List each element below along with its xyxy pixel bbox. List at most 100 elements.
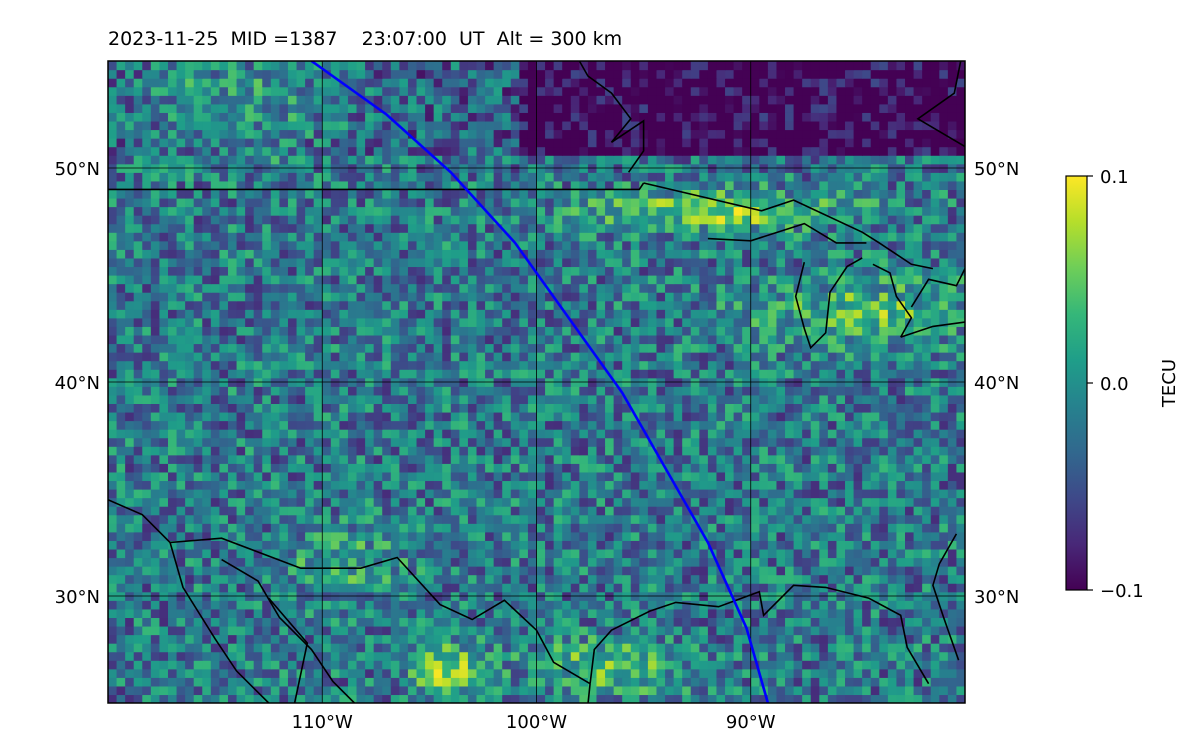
heatmap-cell — [802, 506, 812, 516]
heatmap-cell — [699, 668, 709, 678]
heatmap-cell — [956, 489, 965, 499]
heatmap-cell — [373, 309, 383, 319]
heatmap-cell — [133, 360, 143, 370]
heatmap-cell — [725, 326, 735, 336]
heatmap-cell — [330, 600, 340, 610]
heatmap-cell — [896, 617, 906, 627]
heatmap-cell — [459, 386, 469, 396]
heatmap-cell — [356, 275, 366, 285]
heatmap-cell — [742, 583, 752, 593]
heatmap-cell — [819, 651, 829, 661]
heatmap-cell — [219, 480, 229, 490]
heatmap-cell — [296, 566, 306, 576]
heatmap-cell — [750, 608, 760, 618]
heatmap-cell — [879, 677, 889, 687]
heatmap-cell — [630, 651, 640, 661]
heatmap-cell — [776, 471, 786, 482]
heatmap-cell — [785, 643, 795, 653]
heatmap-cell — [716, 275, 726, 285]
heatmap-cell — [725, 523, 735, 533]
heatmap-cell — [510, 283, 520, 293]
heatmap-cell — [313, 489, 323, 499]
heatmap-cell — [416, 608, 426, 618]
heatmap-cell — [630, 369, 640, 379]
heatmap-cell — [707, 386, 718, 396]
heatmap-cell — [425, 497, 435, 507]
heatmap-cell — [262, 292, 272, 302]
heatmap-cell — [733, 275, 743, 285]
heatmap-cell — [493, 557, 503, 567]
heatmap-cell — [142, 420, 152, 430]
heatmap-cell — [870, 668, 880, 678]
heatmap-cell — [519, 275, 529, 285]
heatmap-cell — [365, 540, 375, 550]
heatmap-cell — [853, 540, 863, 550]
heatmap-cell — [759, 625, 769, 636]
heatmap-cell — [399, 283, 409, 293]
heatmap-cell — [853, 557, 863, 567]
heatmap-cell — [656, 540, 666, 550]
heatmap-cell — [733, 300, 743, 310]
heatmap-cell — [759, 600, 769, 610]
heatmap-cell — [733, 480, 743, 490]
heatmap-cell — [947, 694, 958, 703]
heatmap-cell — [485, 437, 495, 447]
heatmap-cell — [133, 506, 143, 516]
heatmap-cell — [836, 446, 846, 456]
heatmap-cell — [673, 352, 683, 362]
heatmap-cell — [262, 668, 272, 678]
heatmap-cell — [879, 326, 889, 336]
heatmap-cell — [930, 617, 940, 627]
heatmap-cell — [862, 343, 872, 353]
heatmap-cell — [270, 471, 280, 482]
heatmap-cell — [133, 275, 143, 285]
heatmap-cell — [330, 480, 340, 490]
heatmap-cell — [605, 283, 615, 293]
heatmap-cell — [459, 557, 469, 567]
heatmap-cell — [253, 694, 263, 703]
heatmap-cell — [219, 471, 229, 482]
heatmap-cell — [836, 548, 846, 559]
heatmap-cell — [373, 497, 383, 507]
heatmap-cell — [305, 497, 315, 507]
heatmap-cell — [570, 394, 580, 404]
heatmap-cell — [605, 480, 615, 490]
heatmap-cell — [553, 420, 563, 430]
heatmap-cell — [887, 369, 898, 379]
heatmap-cell — [579, 497, 589, 507]
heatmap-cell — [262, 446, 272, 456]
heatmap-cell — [776, 463, 786, 473]
heatmap-cell — [202, 446, 212, 456]
heatmap-cell — [279, 583, 289, 593]
heatmap-cell — [819, 557, 829, 567]
heatmap-cell — [433, 540, 443, 550]
heatmap-cell — [279, 660, 289, 670]
heatmap-cell — [587, 283, 598, 293]
heatmap-cell — [433, 634, 443, 644]
heatmap-cell — [947, 343, 958, 353]
heatmap-cell — [476, 309, 486, 319]
heatmap-cell — [399, 309, 409, 319]
heatmap-cell — [699, 317, 709, 327]
heatmap-cell — [399, 497, 409, 507]
heatmap-cell — [819, 677, 829, 687]
heatmap-cell — [305, 625, 315, 636]
heatmap-cell — [176, 548, 186, 559]
heatmap-cell — [613, 617, 623, 627]
heatmap-cell — [390, 643, 400, 653]
heatmap-cell — [382, 497, 392, 507]
heatmap-cell — [459, 403, 469, 413]
heatmap-cell — [545, 506, 555, 516]
heatmap-cell — [947, 497, 958, 507]
heatmap-cell — [656, 411, 666, 422]
heatmap-cell — [339, 394, 349, 404]
heatmap-cell — [887, 403, 898, 413]
heatmap-cell — [322, 369, 332, 379]
heatmap-cell — [407, 454, 418, 464]
heatmap-cell — [930, 429, 940, 439]
heatmap-cell — [536, 685, 546, 696]
heatmap-cell — [279, 437, 289, 447]
heatmap-cell — [725, 403, 735, 413]
heatmap-cell — [570, 600, 580, 610]
heatmap-cell — [596, 275, 606, 285]
